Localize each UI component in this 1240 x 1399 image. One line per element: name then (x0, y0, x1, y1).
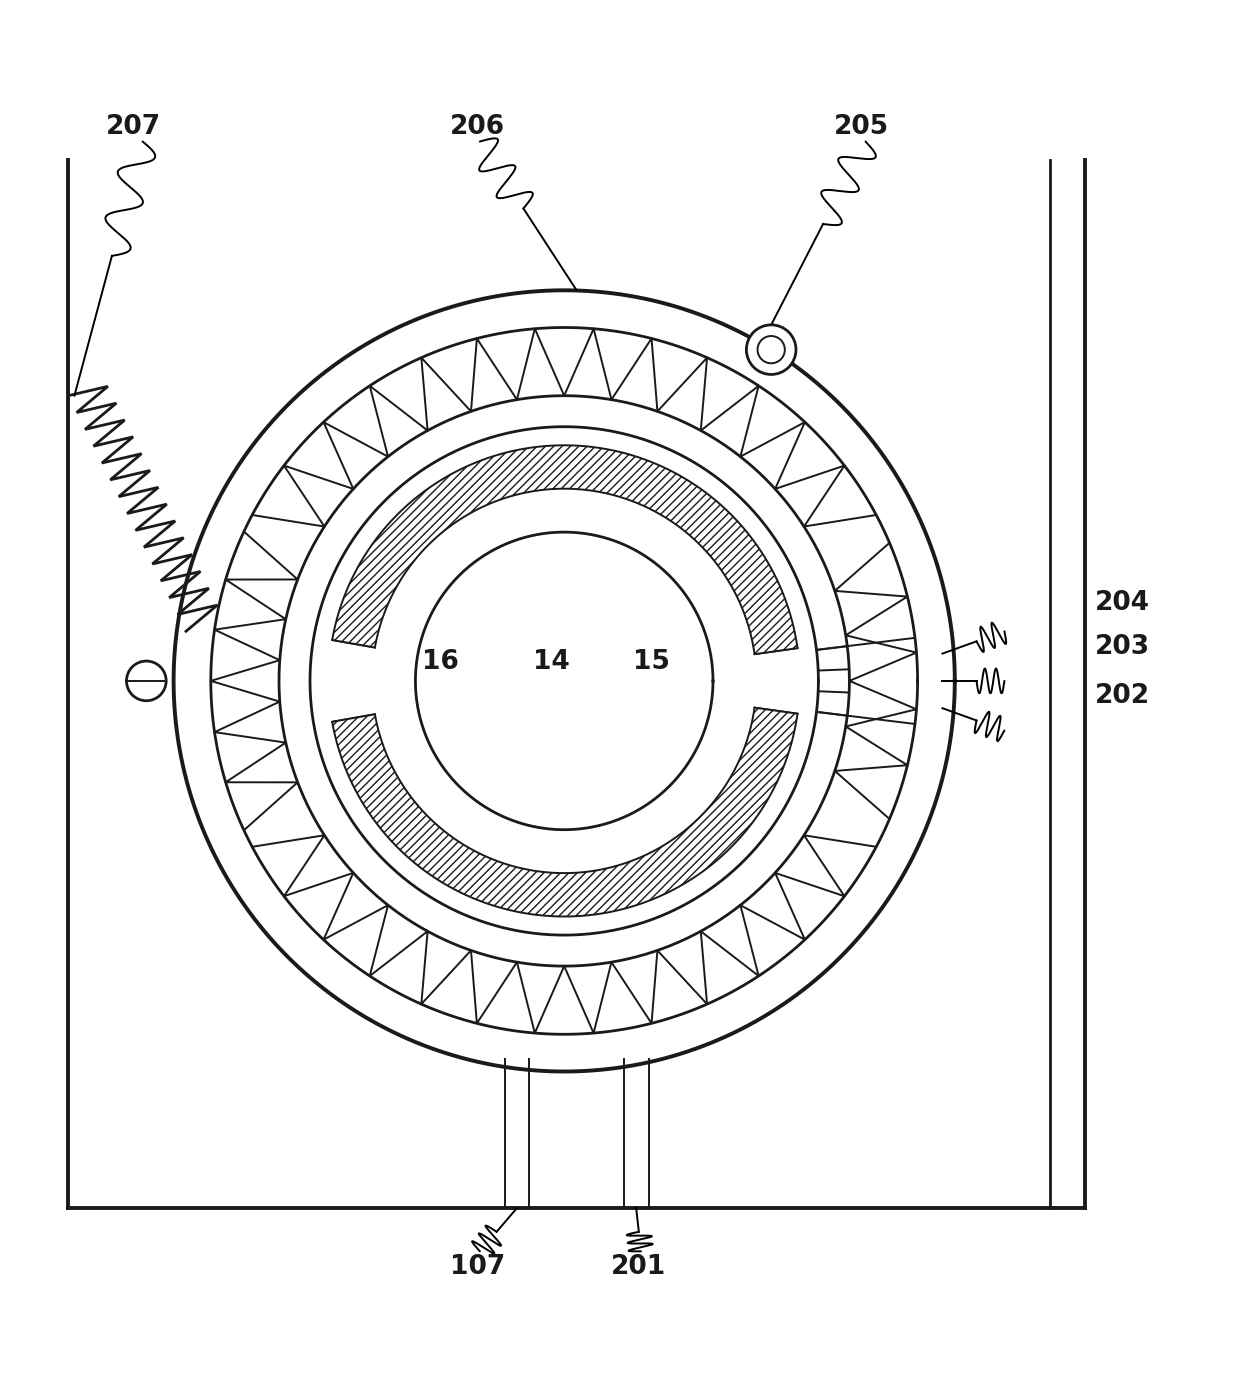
Text: 207: 207 (107, 113, 161, 140)
Circle shape (746, 325, 796, 375)
Text: 204: 204 (1095, 590, 1149, 616)
Text: 15: 15 (632, 649, 670, 676)
Text: 205: 205 (835, 113, 889, 140)
Text: 206: 206 (450, 113, 505, 140)
Polygon shape (332, 445, 797, 655)
Circle shape (758, 336, 785, 364)
Circle shape (126, 662, 166, 701)
Text: 107: 107 (450, 1255, 505, 1280)
Text: 203: 203 (1095, 634, 1149, 660)
Text: 202: 202 (1095, 683, 1149, 709)
Polygon shape (332, 708, 797, 916)
Text: 201: 201 (611, 1255, 666, 1280)
Text: 16: 16 (422, 649, 459, 676)
Text: 14: 14 (533, 649, 570, 676)
